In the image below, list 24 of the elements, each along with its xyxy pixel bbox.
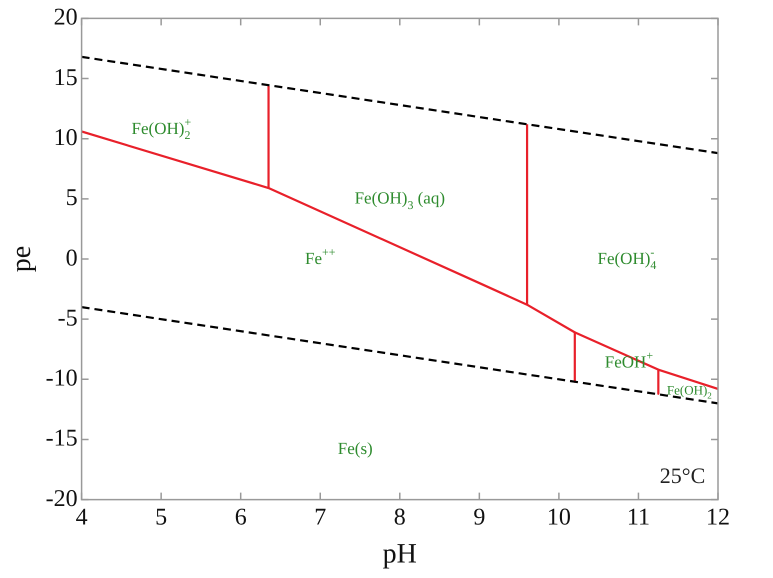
y-tick-label: -5 [58,305,78,332]
x-tick-label: 9 [473,504,486,530]
y-tick-label: -10 [46,366,78,392]
annotation: 25°C [660,462,706,488]
y-axis-title: pe [6,246,38,272]
x-axis-title: pH [382,538,417,570]
y-tick-label: 20 [54,4,78,31]
y-tick-label: 10 [54,124,78,151]
x-tick-label: 4 [76,504,88,530]
y-tick-label: 0 [66,245,78,272]
x-tick-label: 6 [234,504,247,530]
annotation: FeOH+ [604,348,654,372]
y-tick-label: 15 [54,64,78,91]
x-tick-label: 12 [706,504,730,530]
y-tick-label: -20 [46,486,78,512]
x-tick-label: 7 [314,504,326,530]
x-tick-label: 8 [394,504,406,530]
annotation: Fe++ [305,245,336,268]
x-tick-label: 11 [626,504,650,530]
x-tick-label: 10 [546,504,571,530]
annotation: Fe(s) [338,438,373,458]
y-tick-label: -15 [46,426,78,452]
x-tick-label: 5 [155,504,168,530]
y-tick-label: 5 [66,185,78,212]
